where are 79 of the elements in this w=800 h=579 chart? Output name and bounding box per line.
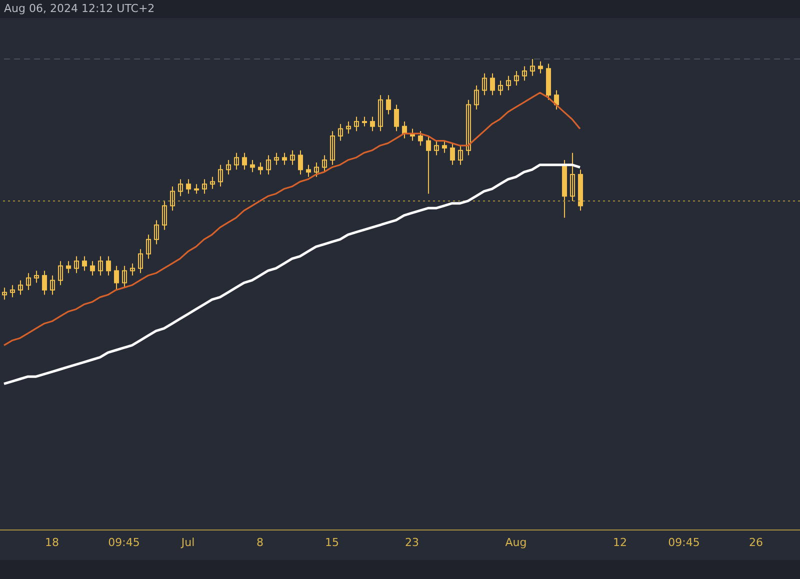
candlestick (338, 123, 343, 142)
candlestick (130, 263, 135, 276)
text: Aug 06, 2024 12:12 UTC+2 (4, 2, 155, 15)
candlestick (362, 116, 367, 127)
candlestick (474, 84, 479, 110)
candlestick (162, 200, 167, 230)
candlestick (74, 256, 79, 274)
candlestick (298, 150, 303, 175)
candlestick (458, 145, 463, 166)
candlestick (98, 256, 103, 276)
candlestick (498, 80, 503, 96)
x-tick-label: 09:45 (108, 536, 140, 549)
candlestick (194, 184, 199, 194)
candlestick (66, 260, 71, 274)
candlestick (274, 152, 279, 166)
candlestick (186, 178, 191, 194)
candlestick (42, 270, 47, 296)
candlestick (378, 94, 383, 132)
candlestick (306, 164, 311, 178)
x-tick-label: 26 (749, 536, 763, 549)
candlestick (226, 160, 231, 175)
candlestick (114, 265, 119, 290)
candlestick (330, 130, 335, 166)
candlestick (530, 58, 535, 76)
candlestick (346, 121, 351, 134)
candlestick (154, 220, 159, 245)
x-tick-label: 12 (613, 536, 627, 549)
candlestick (450, 142, 455, 166)
candlestick (50, 275, 55, 296)
candlestick (58, 260, 63, 286)
candlestick (386, 94, 391, 115)
candlestick (466, 99, 471, 156)
candlestick (34, 270, 39, 284)
candlestick (426, 135, 431, 194)
candlestick (418, 130, 423, 146)
candlestick (290, 150, 295, 166)
candlestick (258, 162, 263, 175)
candlestick (394, 104, 399, 132)
candlestick (26, 272, 31, 290)
candlestick (282, 152, 287, 166)
x-tick-label: 09:45 (668, 536, 700, 549)
candlestick (514, 70, 519, 86)
candlestick (506, 75, 511, 91)
candlestick (314, 162, 319, 178)
candlestick (554, 90, 559, 110)
candlestick (538, 60, 543, 74)
candlestick (138, 248, 143, 274)
candlestick (370, 116, 375, 132)
candlestick (122, 265, 127, 288)
candlestick (434, 140, 439, 156)
candlestick (490, 72, 495, 96)
x-tick-label: 15 (325, 536, 339, 549)
candlestick (322, 154, 327, 173)
candlestick (242, 152, 247, 170)
candlestick (482, 72, 487, 96)
candlestick (202, 178, 207, 194)
candlestick (210, 176, 215, 190)
candlestick (442, 140, 447, 154)
candlestick (90, 260, 95, 276)
candlestick (218, 164, 223, 188)
x-tick-label: 18 (45, 536, 59, 549)
candlestick (10, 284, 15, 298)
candlestick (2, 287, 7, 300)
candlestick (522, 66, 527, 82)
candlestick (170, 186, 175, 212)
x-tick-label: Jul (180, 536, 195, 549)
candlestick (266, 154, 271, 175)
candlestick (354, 116, 359, 132)
candlestick (106, 256, 111, 276)
candlestick (18, 280, 23, 296)
candlestick (570, 152, 575, 202)
x-tick-label: 23 (405, 536, 419, 549)
candlestick (82, 256, 87, 272)
candlestick (234, 152, 239, 170)
candlestick (178, 178, 183, 197)
candlestick (146, 234, 151, 260)
x-tick-label: Aug (505, 536, 527, 549)
x-tick-label: 8 (256, 536, 264, 549)
candlestick (250, 160, 255, 173)
